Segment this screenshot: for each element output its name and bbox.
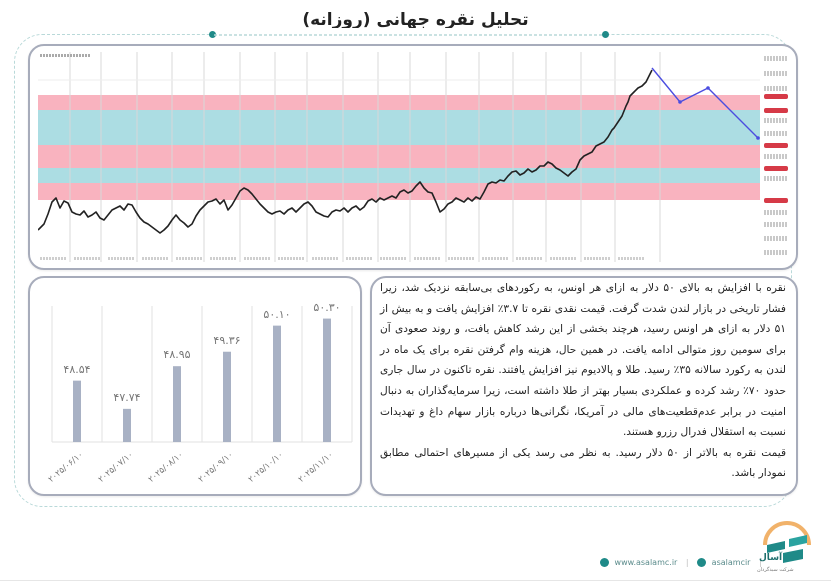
logo-name: آسال <box>759 553 783 563</box>
chart-symbol-label <box>40 54 90 57</box>
logo-subtitle: شرکت سبدگردان <box>757 567 794 573</box>
title-connector-line <box>214 34 603 36</box>
bar-value-label: ۵۰.۱۰ <box>263 307 291 321</box>
article-paragraph-1: نقره با افزایش به بالای ۵۰ دلار به ازای … <box>380 282 787 439</box>
price-chart-svg <box>38 52 760 262</box>
bar <box>173 366 181 442</box>
analysis-article: نقره با افزایش به بالای ۵۰ دلار به ازای … <box>380 278 786 484</box>
price-chart-panel <box>28 44 798 270</box>
support-band-1 <box>38 110 760 145</box>
resistance-band-3 <box>38 183 760 200</box>
bar <box>123 408 131 442</box>
monthly-price-bar-chart: ۴۸.۵۴ ۲۰۲۵/۰۶/۱۰ ۴۷.۷۴ ۲۰۲۵/۰۷/۱۰ ۴۸.۹۵ ۲۰۲۵/… <box>28 276 362 496</box>
logo-mark-icon <box>763 521 811 563</box>
bar-value-label: ۵۰.۳۰ <box>313 300 341 314</box>
article-paragraph-2: قیمت نقره به بالاتر از ۵۰ دلار رسید. به … <box>380 446 787 480</box>
bar <box>323 318 331 442</box>
price-chart-plot <box>38 52 760 262</box>
bar-value-label: ۴۸.۵۴ <box>63 362 91 376</box>
bar-chart-svg <box>51 306 353 443</box>
analysis-text-panel: نقره با افزایش به بالای ۵۰ دلار به ازای … <box>370 276 798 496</box>
bar <box>223 351 231 442</box>
asal-logo: آسال شرکت سبدگردان <box>757 515 817 577</box>
price-axis <box>762 52 794 262</box>
social-handle-link[interactable]: asalamcir <box>711 558 751 567</box>
support-band-2 <box>38 168 760 183</box>
bar <box>273 325 281 442</box>
footer-links: www.asalamc.ir | asalamcir | <box>600 558 768 567</box>
telegram-icon <box>697 558 707 567</box>
resistance-band-1 <box>38 95 760 110</box>
bar-value-label: ۴۸.۹۵ <box>163 348 191 362</box>
decor-dot-left <box>209 31 216 38</box>
page-title: تحلیل نقره جهانی (روزانه) <box>302 10 529 30</box>
bar <box>73 380 81 442</box>
website-link[interactable]: www.asalamc.ir <box>614 558 678 567</box>
resistance-band-2 <box>38 145 760 168</box>
bar-value-label: ۴۹.۳۶ <box>213 333 241 347</box>
decor-dot-right <box>602 31 609 38</box>
bar-value-label: ۴۷.۷۴ <box>113 390 141 404</box>
globe-icon <box>600 558 609 567</box>
